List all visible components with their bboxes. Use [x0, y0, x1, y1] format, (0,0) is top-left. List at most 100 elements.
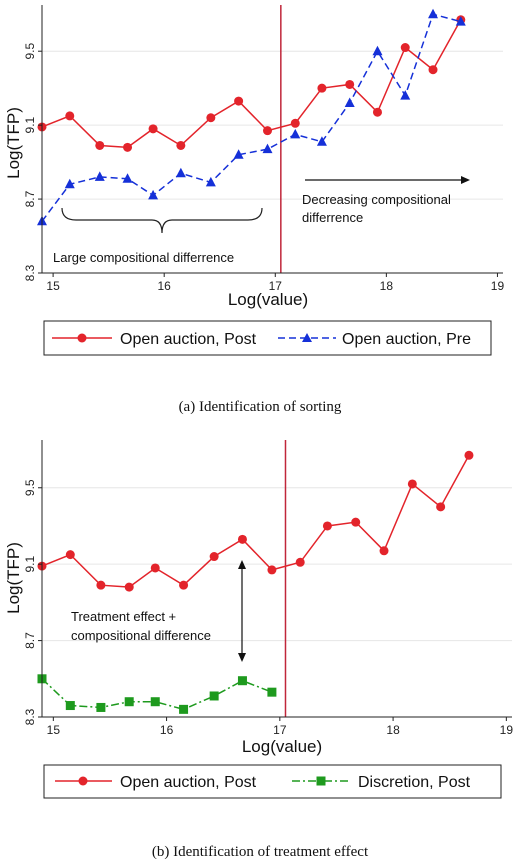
panel-a-legend-box: [43, 320, 492, 356]
panel-b-xtick-label: 15: [47, 723, 61, 737]
panel-a-ytick-label: 8.3: [23, 264, 37, 281]
panel-b-point-open-auction-post: [65, 550, 75, 560]
panel-a-arrow-text-1: Decreasing compositional: [302, 192, 451, 207]
panel-a-xtick-label: 15: [46, 279, 60, 293]
panel-a-point-open-auction-pre: [122, 173, 133, 183]
panel-a-point-open-auction-post: [234, 96, 244, 106]
panel-a-point-open-auction-pre: [64, 178, 75, 189]
panel-b-xtick-label: 19: [500, 723, 514, 737]
panel-a-point-open-auction-pre: [290, 128, 301, 139]
panel-a-series-open-auction-post: [41, 19, 462, 149]
panel-b-point-discretion-post: [209, 691, 219, 701]
panel-b-xtick-label: 17: [273, 723, 287, 737]
legend-open-post-marker-b: [78, 776, 88, 786]
panel-a-xtick-label: 16: [158, 279, 172, 293]
panel-a-xtick-label: 18: [380, 279, 394, 293]
panel-b-ytick-label: 8.3: [23, 708, 37, 725]
panel-b-arrow-text-2: compositional difference: [71, 628, 211, 643]
panel-a-point-open-auction-post: [345, 79, 355, 89]
panel-a-legend: Open auction, Post Open auction, Pre: [43, 320, 492, 356]
panel-b-axes: 8.3 8.7 9.1 9.5 15 16 17 18 19: [23, 440, 513, 737]
panel-a-axes: 8.3 8.7 9.1 9.5 15 16 17 18 19: [23, 5, 504, 293]
panel-b-point-discretion-post: [150, 697, 160, 707]
panel-a-point-open-auction-post: [65, 111, 75, 121]
panel-b-ytick-label: 9.5: [23, 479, 37, 496]
panel-a-point-open-auction-post: [290, 118, 300, 128]
panel-b-point-open-auction-post: [322, 521, 332, 531]
legend-open-pre-marker: [302, 333, 312, 342]
panel-a-arrowhead: [461, 176, 470, 184]
panel-b-point-open-auction-post: [436, 502, 446, 512]
panel-b-point-open-auction-post: [124, 582, 134, 592]
panel-a-grid: [42, 50, 503, 200]
panel-a-ytick-label: 9.1: [23, 116, 37, 133]
panel-b-series: [37, 450, 474, 714]
panel-b-annotations: Treatment effect + compositional differe…: [71, 560, 246, 662]
panel-b-xtick-label: 16: [160, 723, 174, 737]
legend-open-post-marker: [77, 333, 87, 343]
panel-a-point-open-auction-post: [428, 65, 438, 75]
panel-a-annotations: Large compositional differrence Decreasi…: [53, 176, 470, 265]
panel-a-point-open-auction-post: [317, 83, 327, 93]
panel-b-xtick-label: 18: [386, 723, 400, 737]
panel-b-point-discretion-post: [65, 701, 75, 711]
panel-b-point-open-auction-post: [267, 565, 277, 575]
panel-a-xlabel: Log(value): [228, 290, 308, 309]
legend-discretion-label: Discretion, Post: [358, 774, 471, 791]
panel-b-xlabel: Log(value): [242, 737, 322, 756]
legend-open-post-label: Open auction, Post: [120, 331, 257, 348]
panel-b-point-open-auction-post: [209, 552, 219, 562]
panel-b-ylabel: Log(TFP): [4, 542, 23, 614]
panel-b-point-discretion-post: [179, 704, 189, 714]
panel-a-point-open-auction-post: [372, 107, 382, 117]
panel-a-brace-text: Large compositional differrence: [53, 250, 234, 265]
panel-a-ylabel: Log(TFP): [4, 107, 23, 179]
panel-b-point-open-auction-post: [464, 450, 474, 460]
panel-b-point-open-auction-post: [351, 517, 361, 527]
panel-a-brace: [61, 207, 263, 234]
panel-b-arrowhead-top: [238, 560, 246, 569]
panel-a-point-open-auction-pre: [400, 90, 411, 100]
panel-b-point-discretion-post: [124, 697, 134, 707]
legend-open-post-label-b: Open auction, Post: [120, 774, 257, 791]
legend-discretion-marker: [316, 776, 326, 786]
panel-a: Large compositional differrence Decreasi…: [4, 5, 504, 415]
panel-a-ytick-label: 8.7: [23, 190, 37, 207]
panel-b-point-discretion-post: [96, 702, 106, 712]
legend-open-pre-label: Open auction, Pre: [342, 331, 471, 348]
panel-b-point-open-auction-post: [407, 479, 417, 489]
panel-a-point-open-auction-pre: [428, 8, 439, 19]
panel-b-point-discretion-post: [267, 687, 277, 697]
panel-b-caption: (b) Identification of treatment effect: [152, 844, 369, 860]
panel-a-point-open-auction-post: [400, 43, 410, 53]
panel-a-caption: (a) Identification of sorting: [179, 399, 342, 415]
panel-a-point-open-auction-post: [95, 140, 105, 150]
panel-a-point-open-auction-pre: [205, 176, 216, 187]
panel-b-ytick-label: 9.1: [23, 556, 37, 573]
panel-a-point-open-auction-post: [263, 126, 273, 136]
panel-b-point-open-auction-post: [295, 557, 305, 567]
panel-a-point-open-auction-post: [176, 140, 186, 150]
panel-b-point-discretion-post: [237, 676, 247, 686]
panel-b: Treatment effect + compositional differe…: [4, 440, 513, 860]
panel-a-series-open-auction-pre: [41, 13, 461, 222]
panel-a-point-open-auction-pre: [148, 189, 159, 200]
panel-a-point-open-auction-pre: [94, 171, 105, 181]
panel-a-xtick-label: 19: [491, 279, 505, 293]
panel-a-point-open-auction-pre: [175, 167, 186, 178]
panel-b-point-open-auction-post: [379, 546, 389, 556]
panel-a-point-open-auction-pre: [262, 143, 273, 154]
panel-b-point-open-auction-post: [96, 580, 106, 590]
panel-a-point-open-auction-pre: [233, 149, 244, 159]
panel-b-point-open-auction-post: [150, 563, 160, 573]
panel-b-arrowhead-bottom: [238, 653, 246, 662]
panel-a-xtick-label: 17: [269, 279, 283, 293]
panel-a-ytick-label: 9.5: [23, 43, 37, 60]
panel-a-arrow-text-2: differrence: [302, 210, 363, 225]
panel-b-legend-box: [43, 764, 502, 799]
panel-a-point-open-auction-pre: [344, 97, 355, 107]
panel-a-point-open-auction-post: [148, 124, 158, 134]
panel-a-point-open-auction-pre: [316, 136, 327, 146]
panel-a-point-open-auction-post: [206, 113, 216, 123]
